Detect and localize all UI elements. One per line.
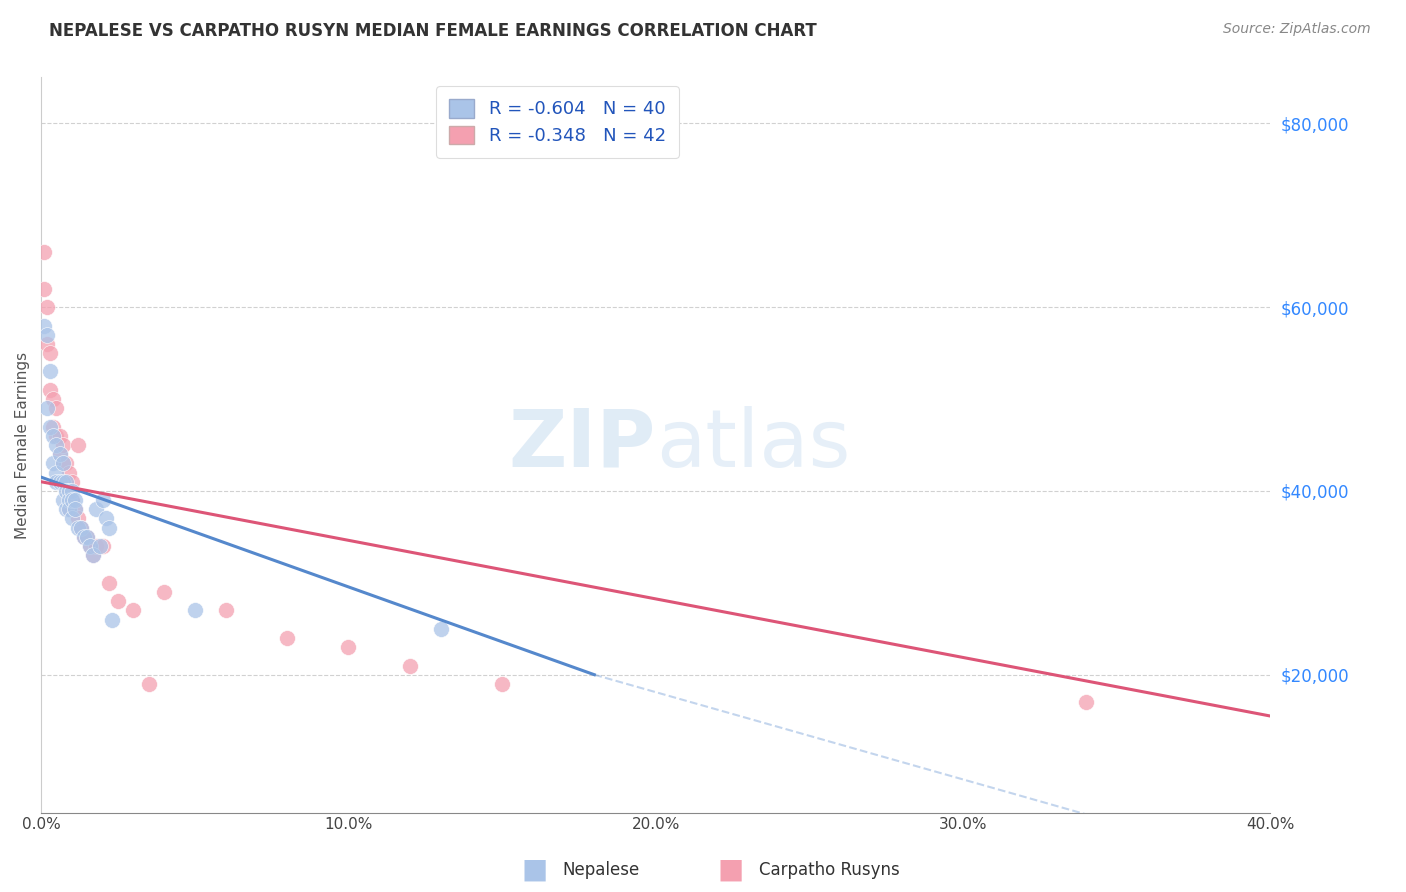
Text: ■: ■ xyxy=(522,855,547,884)
Point xyxy=(73,530,96,544)
Point xyxy=(60,475,83,489)
Point xyxy=(107,594,129,608)
Text: Source: ZipAtlas.com: Source: ZipAtlas.com xyxy=(1223,22,1371,37)
Text: NEPALESE VS CARPATHO RUSYN MEDIAN FEMALE EARNINGS CORRELATION CHART: NEPALESE VS CARPATHO RUSYN MEDIAN FEMALE… xyxy=(49,22,817,40)
Point xyxy=(37,401,59,416)
Point xyxy=(63,493,86,508)
Point xyxy=(45,475,67,489)
Point xyxy=(60,493,83,508)
Point xyxy=(184,603,207,617)
Text: Nepalese: Nepalese xyxy=(562,861,640,879)
Point xyxy=(491,677,513,691)
Point xyxy=(48,429,70,443)
Point xyxy=(45,466,67,480)
Point xyxy=(97,521,120,535)
Point xyxy=(39,364,62,378)
Point xyxy=(76,530,98,544)
Point xyxy=(97,575,120,590)
Point xyxy=(89,539,111,553)
Point xyxy=(94,511,117,525)
Legend: R = -0.604   N = 40, R = -0.348   N = 42: R = -0.604 N = 40, R = -0.348 N = 42 xyxy=(436,87,679,158)
Point xyxy=(52,438,75,452)
Point xyxy=(39,346,62,360)
Point xyxy=(58,483,80,498)
Point xyxy=(37,337,59,351)
Point xyxy=(52,456,75,470)
Point xyxy=(42,392,65,406)
Point xyxy=(63,502,86,516)
Point xyxy=(55,502,77,516)
Point xyxy=(42,456,65,470)
Point xyxy=(37,327,59,342)
Point xyxy=(42,429,65,443)
Point xyxy=(153,585,176,599)
Point xyxy=(66,511,89,525)
Point xyxy=(429,622,451,636)
Point xyxy=(70,521,93,535)
Point xyxy=(58,502,80,516)
Text: ZIP: ZIP xyxy=(509,406,655,484)
Point xyxy=(1074,695,1097,709)
Point xyxy=(58,502,80,516)
Point xyxy=(60,483,83,498)
Point xyxy=(70,521,93,535)
Text: atlas: atlas xyxy=(655,406,851,484)
Point xyxy=(60,493,83,508)
Point xyxy=(86,502,108,516)
Text: Carpatho Rusyns: Carpatho Rusyns xyxy=(759,861,900,879)
Point xyxy=(79,539,101,553)
Point xyxy=(66,438,89,452)
Point xyxy=(48,447,70,461)
Point xyxy=(58,466,80,480)
Point xyxy=(42,419,65,434)
Point xyxy=(55,475,77,489)
Point xyxy=(52,456,75,470)
Point xyxy=(138,677,160,691)
Point xyxy=(337,640,360,654)
Point xyxy=(73,530,96,544)
Point xyxy=(58,483,80,498)
Point xyxy=(60,511,83,525)
Point xyxy=(76,530,98,544)
Point xyxy=(82,548,104,562)
Point xyxy=(79,539,101,553)
Point xyxy=(55,475,77,489)
Point xyxy=(82,548,104,562)
Point xyxy=(276,631,298,645)
Point xyxy=(122,603,145,617)
Point xyxy=(66,521,89,535)
Point xyxy=(55,483,77,498)
Point xyxy=(58,493,80,508)
Point xyxy=(48,475,70,489)
Text: ■: ■ xyxy=(718,855,744,884)
Point xyxy=(32,318,55,333)
Point xyxy=(214,603,236,617)
Point xyxy=(32,245,55,260)
Point xyxy=(52,493,75,508)
Point xyxy=(52,475,75,489)
Point xyxy=(63,502,86,516)
Point xyxy=(86,539,108,553)
Point xyxy=(101,613,124,627)
Point xyxy=(45,401,67,416)
Point xyxy=(45,429,67,443)
Point xyxy=(48,447,70,461)
Point xyxy=(39,383,62,397)
Point xyxy=(39,419,62,434)
Y-axis label: Median Female Earnings: Median Female Earnings xyxy=(15,351,30,539)
Point xyxy=(399,658,422,673)
Point xyxy=(91,493,114,508)
Point xyxy=(91,539,114,553)
Point xyxy=(55,456,77,470)
Point xyxy=(32,282,55,296)
Point xyxy=(45,438,67,452)
Point xyxy=(37,300,59,314)
